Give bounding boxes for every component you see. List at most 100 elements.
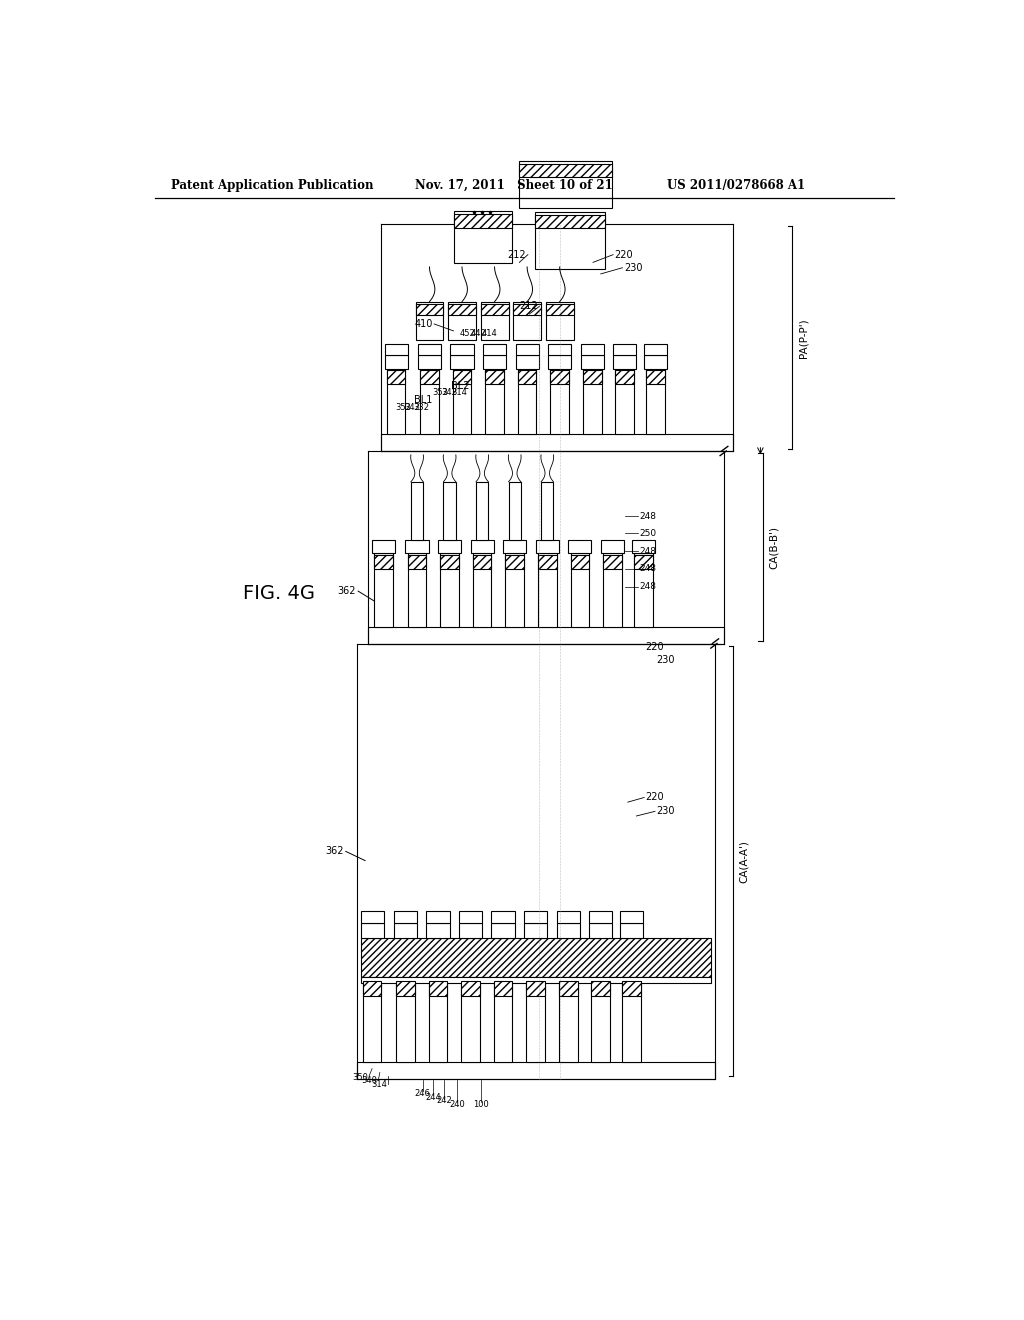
Bar <box>411 482 423 540</box>
Text: 342: 342 <box>441 388 458 397</box>
Bar <box>416 302 443 341</box>
Bar <box>546 304 573 315</box>
Bar <box>513 302 541 341</box>
Bar <box>375 554 393 569</box>
Bar <box>632 540 655 553</box>
Bar <box>634 554 652 569</box>
Bar <box>592 981 610 997</box>
Text: 100: 100 <box>473 1101 488 1109</box>
Text: 352: 352 <box>432 388 449 397</box>
Bar <box>570 553 589 627</box>
Bar <box>418 345 441 355</box>
Bar <box>362 981 381 1061</box>
Bar <box>583 370 601 384</box>
Bar <box>557 923 580 939</box>
Bar <box>515 355 539 368</box>
Text: CA(B-B'): CA(B-B') <box>769 525 778 569</box>
Text: 212: 212 <box>519 301 538 312</box>
Bar <box>550 368 569 434</box>
Text: 248: 248 <box>640 512 656 521</box>
Text: 342: 342 <box>404 403 420 412</box>
Text: 212: 212 <box>508 249 526 260</box>
Bar <box>526 981 545 1061</box>
Text: 240: 240 <box>450 1101 465 1109</box>
Bar <box>538 553 557 627</box>
Bar <box>453 368 471 434</box>
Bar <box>548 355 571 368</box>
Bar <box>476 482 488 540</box>
Bar <box>408 554 426 569</box>
Bar <box>454 211 512 263</box>
Bar <box>526 981 545 997</box>
Bar <box>440 553 459 627</box>
Bar <box>557 911 580 923</box>
Bar <box>548 345 571 355</box>
Bar <box>420 368 438 434</box>
Bar <box>509 482 521 540</box>
Bar <box>559 981 578 1061</box>
Bar <box>426 923 450 939</box>
Bar <box>360 977 711 983</box>
Bar <box>461 981 480 1061</box>
Bar <box>581 355 604 368</box>
Bar <box>449 304 476 315</box>
Bar <box>535 211 604 269</box>
Bar <box>506 554 524 569</box>
Bar <box>461 981 480 997</box>
Text: FIG. 4G: FIG. 4G <box>243 583 314 603</box>
Bar <box>473 554 492 569</box>
Bar <box>592 981 610 1061</box>
Bar <box>471 540 494 553</box>
Text: 230: 230 <box>656 807 675 816</box>
Text: 248: 248 <box>640 582 656 591</box>
Text: 220: 220 <box>646 792 665 803</box>
Bar <box>519 161 612 207</box>
Bar <box>485 370 504 384</box>
Bar <box>360 939 711 977</box>
Bar <box>387 368 406 434</box>
Bar <box>644 345 668 355</box>
Bar <box>387 370 406 384</box>
Bar <box>360 911 384 923</box>
Bar <box>613 355 636 368</box>
Text: Nov. 17, 2011   Sheet 10 of 21: Nov. 17, 2011 Sheet 10 of 21 <box>415 178 612 191</box>
Bar <box>541 482 554 540</box>
Text: 314: 314 <box>451 388 467 397</box>
Bar <box>623 981 641 997</box>
Bar <box>416 304 443 315</box>
Bar <box>518 370 537 384</box>
Text: US 2011/0278668 A1: US 2011/0278668 A1 <box>667 178 805 191</box>
Bar <box>634 553 652 627</box>
Bar <box>644 355 668 368</box>
Bar <box>408 553 426 627</box>
Bar <box>394 911 417 923</box>
Bar <box>356 1061 715 1078</box>
Bar <box>396 981 415 1061</box>
Bar <box>494 981 512 997</box>
Bar <box>494 981 512 1061</box>
Bar <box>615 368 634 434</box>
Bar <box>451 355 474 368</box>
Bar <box>535 215 604 228</box>
Bar <box>426 911 450 923</box>
Bar <box>429 981 447 1061</box>
Bar <box>480 304 509 315</box>
Bar <box>381 434 732 451</box>
Text: 314: 314 <box>371 1080 387 1089</box>
Text: 220: 220 <box>614 249 633 260</box>
Text: 352: 352 <box>395 403 411 412</box>
Bar <box>524 923 547 939</box>
Bar <box>646 368 665 434</box>
Bar <box>515 345 539 355</box>
Bar <box>519 164 612 177</box>
Bar <box>589 911 612 923</box>
Text: CA(A-A'): CA(A-A') <box>739 840 750 883</box>
Bar <box>518 368 537 434</box>
Bar <box>503 540 526 553</box>
Bar <box>546 302 573 341</box>
Text: 250: 250 <box>640 529 656 537</box>
Bar <box>524 911 547 923</box>
Text: 442: 442 <box>470 329 486 338</box>
Bar <box>459 911 482 923</box>
Text: 220: 220 <box>646 643 665 652</box>
